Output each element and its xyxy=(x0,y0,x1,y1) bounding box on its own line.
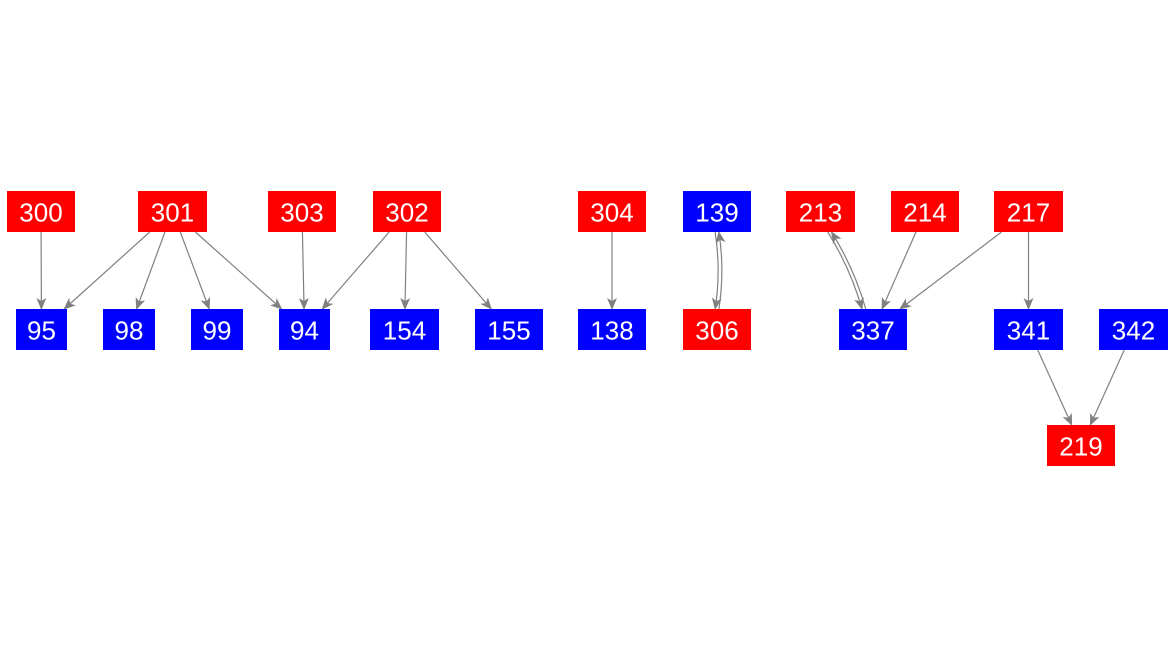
node-box xyxy=(191,309,243,350)
node-label: 213 xyxy=(799,198,842,228)
node-label: 154 xyxy=(383,316,426,346)
node-label: 138 xyxy=(590,316,633,346)
node-300[interactable]: 300 xyxy=(7,191,75,232)
node-box xyxy=(279,309,330,350)
node-label: 139 xyxy=(695,198,738,228)
node-138[interactable]: 138 xyxy=(578,309,646,350)
node-139[interactable]: 139 xyxy=(683,191,751,232)
node-214[interactable]: 214 xyxy=(891,191,959,232)
node-label: 302 xyxy=(385,198,428,228)
node-box xyxy=(370,309,439,350)
node-label: 94 xyxy=(290,316,319,346)
node-box xyxy=(138,191,207,232)
nodes-layer: 300 301 303 302 304 139 213 214 217 95 98 99 94 154 15… xyxy=(7,191,1168,466)
edge-301-to-95 xyxy=(63,231,151,310)
node-219[interactable]: 219 xyxy=(1047,425,1115,466)
node-99[interactable]: 99 xyxy=(191,309,243,350)
edge-302-to-155 xyxy=(424,231,492,310)
node-154[interactable]: 154 xyxy=(370,309,439,350)
edge-139-to-306 xyxy=(711,231,722,310)
node-98[interactable]: 98 xyxy=(103,309,155,350)
node-217[interactable]: 217 xyxy=(994,191,1063,232)
node-label: 306 xyxy=(695,316,738,346)
node-box xyxy=(578,309,646,350)
node-337[interactable]: 337 xyxy=(839,309,907,350)
edge-306-to-139 xyxy=(715,231,726,310)
node-label: 214 xyxy=(903,198,946,228)
node-box xyxy=(1099,309,1168,350)
edge-301-to-98 xyxy=(135,231,166,310)
node-95[interactable]: 95 xyxy=(16,309,67,350)
node-box xyxy=(683,309,751,350)
node-302[interactable]: 302 xyxy=(373,191,441,232)
node-label: 99 xyxy=(203,316,232,346)
edge-302-to-94 xyxy=(321,231,390,310)
node-label: 304 xyxy=(590,198,633,228)
node-label: 300 xyxy=(19,198,62,228)
node-box xyxy=(103,309,155,350)
node-304[interactable]: 304 xyxy=(578,191,646,232)
node-label: 337 xyxy=(851,316,894,346)
node-303[interactable]: 303 xyxy=(268,191,336,232)
node-label: 98 xyxy=(115,316,144,346)
edge-217-to-337 xyxy=(899,231,1002,310)
node-box xyxy=(683,191,751,232)
edge-214-to-337 xyxy=(881,231,917,310)
node-341[interactable]: 341 xyxy=(994,309,1063,350)
edge-301-to-99 xyxy=(179,231,211,310)
node-label: 217 xyxy=(1007,198,1050,228)
node-box xyxy=(891,191,959,232)
node-box xyxy=(994,309,1063,350)
node-box xyxy=(475,309,543,350)
node-label: 341 xyxy=(1007,316,1050,346)
edge-303-to-94 xyxy=(298,231,309,310)
edge-213-to-337 xyxy=(827,231,864,310)
node-box xyxy=(994,191,1063,232)
edge-302-to-154 xyxy=(400,231,411,310)
node-label: 219 xyxy=(1059,432,1102,462)
node-94[interactable]: 94 xyxy=(279,309,330,350)
node-label: 155 xyxy=(487,316,530,346)
node-box xyxy=(1047,425,1115,466)
node-box xyxy=(786,191,855,232)
node-label: 303 xyxy=(280,198,323,228)
node-box xyxy=(578,191,646,232)
node-155[interactable]: 155 xyxy=(475,309,543,350)
edges-layer xyxy=(36,231,1125,426)
node-box xyxy=(268,191,336,232)
edge-337-to-213 xyxy=(830,231,867,310)
node-306[interactable]: 306 xyxy=(683,309,751,350)
edge-301-to-94 xyxy=(195,231,283,310)
node-342[interactable]: 342 xyxy=(1099,309,1168,350)
node-box xyxy=(373,191,441,232)
node-label: 95 xyxy=(27,316,56,346)
node-box xyxy=(16,309,67,350)
node-label: 301 xyxy=(151,198,194,228)
node-box xyxy=(7,191,75,232)
edge-341-to-219 xyxy=(1037,349,1073,426)
node-label: 342 xyxy=(1112,316,1155,346)
node-301[interactable]: 301 xyxy=(138,191,207,232)
edge-342-to-219 xyxy=(1089,349,1125,426)
node-box xyxy=(839,309,907,350)
node-213[interactable]: 213 xyxy=(786,191,855,232)
